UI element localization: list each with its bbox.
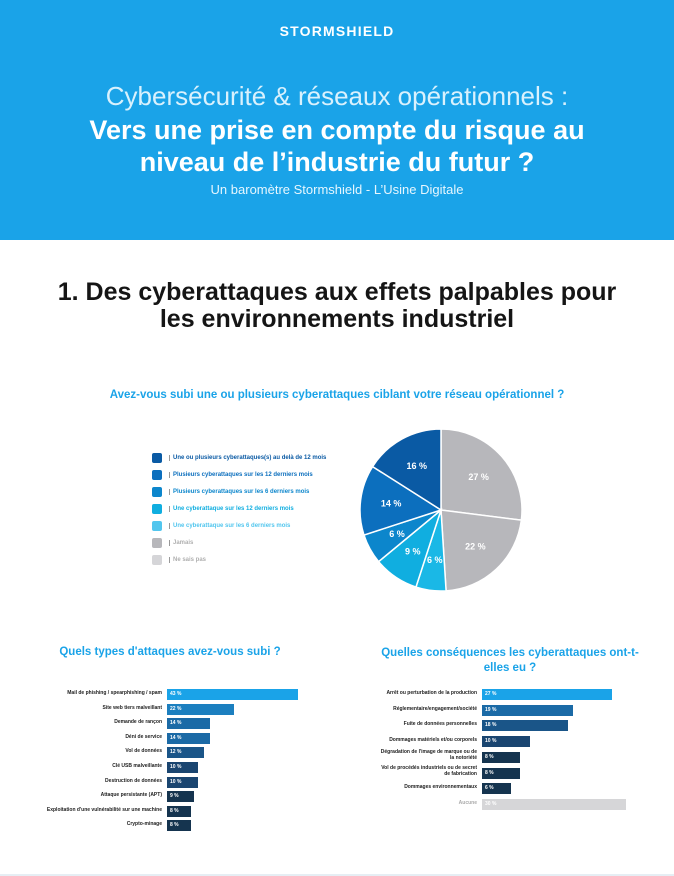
legend-swatch	[152, 521, 162, 531]
bar: 22 %	[167, 703, 235, 715]
legend-label: Ne sais pas	[169, 557, 206, 563]
pie-slice	[371, 428, 442, 512]
bar-value-label: 19 %	[485, 706, 497, 713]
pie-slice-label: 22 %	[465, 542, 486, 552]
legend-label: Une cyberattaque sur les 6 derniers mois	[169, 523, 290, 529]
legend-item: Une ou plusieurs cyberattaques(s) au del…	[152, 452, 326, 464]
bar-value-label: 10 %	[170, 778, 182, 785]
pie-slice	[359, 465, 443, 536]
bar-value-label: 43 %	[170, 691, 182, 697]
bar: 8 %	[482, 767, 521, 779]
bar-value-label: 18 %	[485, 722, 497, 729]
barometer-caption: Un baromètre Stormshield - L’Usine Digit…	[210, 182, 464, 197]
pie-slice-label: 16 %	[407, 461, 428, 471]
pie-chart: 27 %22 %6 %9 %6 %14 %16 %	[359, 428, 523, 592]
bar-category-label: Mail de phishing / spearphishing / spam	[67, 690, 162, 696]
bar: 8 %	[167, 805, 192, 817]
bar-category-label: Déni de service	[125, 733, 162, 740]
pie-slice	[440, 509, 523, 592]
bar-category-label: Clé USB malveillante	[112, 763, 162, 769]
bar-value-label: 22 %	[170, 705, 182, 712]
bar-category-label: Arrêt ou perturbation de la production	[386, 690, 477, 696]
bar: 14 %	[167, 732, 210, 744]
pie-slice-label: 9 %	[405, 547, 421, 557]
bar-value-label: 10 %	[170, 764, 182, 770]
legend-swatch	[152, 555, 162, 565]
bar-category-label: Destruction de données	[105, 777, 162, 784]
section-title: 1. Des cyberattaques aux effets palpable…	[57, 278, 617, 333]
bar-value-label: 6 %	[485, 785, 494, 792]
bar: 14 %	[167, 718, 210, 730]
bar: 10 %	[167, 762, 198, 773]
bar-value-label: 14 %	[170, 720, 182, 727]
bar: 10 %	[167, 776, 198, 788]
bar: 43 %	[167, 689, 299, 700]
question-pie: Avez-vous subi une ou plusieurs cyberatt…	[109, 389, 565, 401]
legend-label: Plusieurs cyberattaques sur les 6 dernie…	[169, 489, 309, 495]
header-title: Vers une prise en compte du risque au ni…	[89, 115, 585, 177]
bar-category-label: Crypto-minage	[126, 821, 162, 828]
bar-category-label: Attaque persistante (APT)	[100, 792, 162, 799]
bar: 12 %	[167, 747, 204, 759]
bar-category-label: Dommages matériels et/ou corporels	[389, 737, 477, 744]
bar-value-label: 8 %	[485, 753, 494, 760]
bar-value-label: 14 %	[170, 734, 182, 741]
stormshield-logo: STORMSHIELD	[279, 23, 395, 39]
header-banner: STORMSHIELD Cybersécurité & réseaux opér…	[0, 0, 674, 240]
pie-slice-label: 6 %	[427, 555, 443, 565]
legend-label: Plusieurs cyberattaques sur les 12 derni…	[169, 472, 313, 478]
legend-label: Une cyberattaque sur les 12 derniers moi…	[169, 506, 294, 512]
bar: 18 %	[482, 720, 569, 732]
bar: 19 %	[482, 704, 574, 716]
bar-category-label: Dégradation de l'image de marque ou de l…	[380, 748, 477, 761]
legend-item: Une cyberattaque sur les 12 derniers moi…	[152, 503, 294, 515]
bar: 30 %	[482, 798, 626, 810]
legend-item: Une cyberattaque sur les 6 derniers mois	[152, 520, 290, 532]
legend-label: Une ou plusieurs cyberattaques(s) au del…	[169, 455, 326, 461]
legend-item: Jamais	[152, 537, 193, 549]
bar-category-label: Demande de rançon	[114, 719, 162, 726]
legend-swatch	[152, 470, 162, 480]
header-subtitle: Cybersécurité & réseaux opérationnels :	[105, 81, 569, 111]
legend-label: Jamais	[169, 540, 193, 546]
bar: 10 %	[482, 736, 530, 748]
bar: 27 %	[482, 689, 612, 700]
pie-slice-label: 6 %	[389, 529, 405, 539]
legend-item: Plusieurs cyberattaques sur les 6 dernie…	[152, 486, 309, 498]
legend-item: Plusieurs cyberattaques sur les 12 derni…	[152, 469, 313, 481]
bar-value-label: 8 %	[485, 769, 494, 776]
bar-value-label: 8 %	[170, 822, 179, 829]
bar-value-label: 8 %	[170, 807, 179, 814]
pie-slice-label: 14 %	[381, 499, 402, 509]
legend-swatch	[152, 538, 162, 548]
bar-value-label: 27 %	[485, 691, 497, 697]
bar-category-label: Aucune	[458, 799, 477, 806]
bar-category-label: Dommages environnementaux	[404, 784, 477, 791]
bar: 8 %	[167, 820, 192, 832]
pie-slice-label: 27 %	[468, 472, 489, 482]
bar-value-label: 30 %	[485, 800, 497, 807]
bar-category-label: Vol de données	[125, 748, 162, 755]
bar-value-label: 12 %	[170, 749, 182, 756]
pie-slice	[440, 428, 523, 521]
page-divider	[0, 874, 674, 876]
bar: 8 %	[482, 751, 521, 763]
bar-category-label: Vol de procédés industriels ou de secret…	[381, 764, 477, 777]
bar-value-label: 10 %	[485, 738, 497, 745]
bar-category-label: Réglementaire/engagement/société	[393, 705, 477, 712]
legend-swatch	[152, 453, 162, 463]
legend-swatch	[152, 487, 162, 497]
bar: 6 %	[482, 783, 511, 795]
question-consequences: Quelles conséquences les cyberattaques o…	[381, 647, 639, 674]
bar-category-label: Fuite de données personnelles	[403, 721, 477, 728]
bar-category-label: Exploitation d'une vulnérabilité sur une…	[46, 806, 162, 813]
bar: 9 %	[167, 791, 195, 803]
bar-value-label: 9 %	[170, 793, 179, 800]
bar-category-label: Site web tiers malveillant	[102, 704, 162, 711]
question-attack-types: Quels types d'attaques avez-vous subi ?	[59, 646, 281, 658]
legend-item: Ne sais pas	[152, 554, 206, 566]
legend-swatch	[152, 504, 162, 514]
